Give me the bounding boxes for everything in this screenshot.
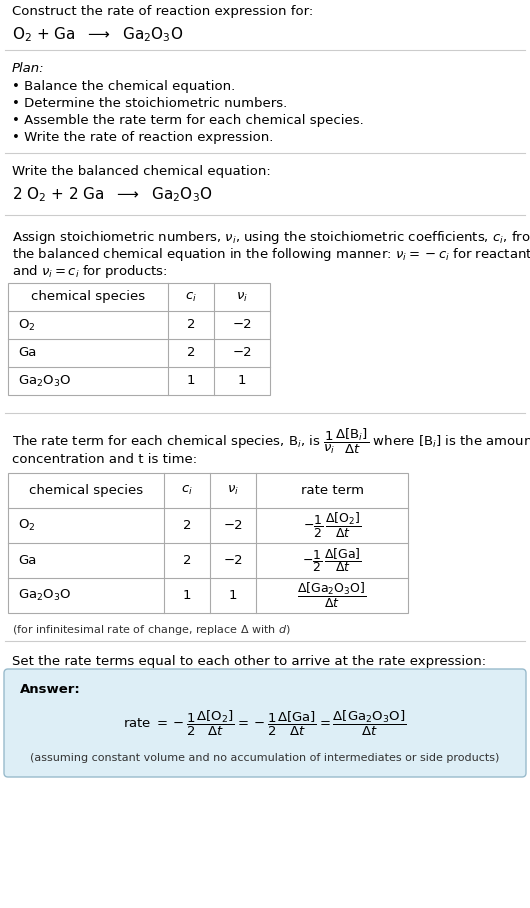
Text: 1: 1 (238, 374, 246, 388)
Text: $c_i$: $c_i$ (181, 484, 193, 497)
Text: Assign stoichiometric numbers, $\nu_i$, using the stoichiometric coefficients, $: Assign stoichiometric numbers, $\nu_i$, … (12, 229, 530, 246)
Text: Plan:: Plan: (12, 62, 45, 75)
Text: rate $= -\dfrac{1}{2}\dfrac{\Delta[\mathrm{O_2}]}{\Delta t} = -\dfrac{1}{2}\dfra: rate $= -\dfrac{1}{2}\dfrac{\Delta[\math… (123, 708, 407, 737)
Text: $\mathrm{O_2}$ + Ga  $\longrightarrow$  $\mathrm{Ga_2O_3O}$: $\mathrm{O_2}$ + Ga $\longrightarrow$ $\… (12, 25, 183, 44)
Text: 2 $\mathrm{O_2}$ + 2 Ga  $\longrightarrow$  $\mathrm{Ga_2O_3O}$: 2 $\mathrm{O_2}$ + 2 Ga $\longrightarrow… (12, 185, 213, 203)
Text: and $\nu_i = c_i$ for products:: and $\nu_i = c_i$ for products: (12, 263, 167, 280)
Text: Construct the rate of reaction expression for:: Construct the rate of reaction expressio… (12, 5, 313, 18)
Text: rate term: rate term (301, 484, 364, 497)
Text: Ga: Ga (18, 554, 37, 567)
Text: $\mathrm{Ga_2O_3O}$: $\mathrm{Ga_2O_3O}$ (18, 373, 72, 389)
Text: $\mathrm{O_2}$: $\mathrm{O_2}$ (18, 518, 36, 533)
Text: −2: −2 (223, 519, 243, 532)
Text: 2: 2 (183, 519, 191, 532)
Text: concentration and t is time:: concentration and t is time: (12, 453, 197, 466)
Text: the balanced chemical equation in the following manner: $\nu_i = -c_i$ for react: the balanced chemical equation in the fo… (12, 246, 530, 263)
Text: −2: −2 (232, 347, 252, 360)
FancyBboxPatch shape (4, 669, 526, 777)
Text: 1: 1 (183, 589, 191, 602)
Text: • Balance the chemical equation.: • Balance the chemical equation. (12, 80, 235, 93)
Text: 1: 1 (187, 374, 195, 388)
Text: The rate term for each chemical species, B$_i$, is $\dfrac{1}{\nu_i}\dfrac{\Delt: The rate term for each chemical species,… (12, 427, 530, 457)
Text: 2: 2 (187, 319, 195, 331)
Text: • Assemble the rate term for each chemical species.: • Assemble the rate term for each chemic… (12, 114, 364, 127)
Text: chemical species: chemical species (31, 291, 145, 303)
Text: (for infinitesimal rate of change, replace $\Delta$ with $d$): (for infinitesimal rate of change, repla… (12, 623, 291, 637)
Text: $\nu_i$: $\nu_i$ (236, 291, 248, 303)
Text: $\dfrac{\Delta[\mathrm{Ga_2O_3O}]}{\Delta t}$: $\dfrac{\Delta[\mathrm{Ga_2O_3O}]}{\Delt… (297, 581, 367, 610)
Text: • Determine the stoichiometric numbers.: • Determine the stoichiometric numbers. (12, 97, 287, 110)
Text: 2: 2 (187, 347, 195, 360)
Text: −2: −2 (232, 319, 252, 331)
Text: $\mathrm{O_2}$: $\mathrm{O_2}$ (18, 318, 36, 332)
Text: $\nu_i$: $\nu_i$ (227, 484, 239, 497)
Text: Answer:: Answer: (20, 683, 81, 696)
Text: chemical species: chemical species (29, 484, 143, 497)
Bar (8, 473, 408, 613)
Text: $c_i$: $c_i$ (185, 291, 197, 303)
Bar (8, 283, 270, 395)
Text: Ga: Ga (18, 347, 37, 360)
Text: Write the balanced chemical equation:: Write the balanced chemical equation: (12, 165, 271, 178)
Text: $-\dfrac{1}{2}\,\dfrac{\Delta[\mathrm{O_2}]}{\Delta t}$: $-\dfrac{1}{2}\,\dfrac{\Delta[\mathrm{O_… (303, 511, 361, 540)
Text: Set the rate terms equal to each other to arrive at the rate expression:: Set the rate terms equal to each other t… (12, 655, 486, 668)
Text: $-\dfrac{1}{2}\,\dfrac{\Delta[\mathrm{Ga}]}{\Delta t}$: $-\dfrac{1}{2}\,\dfrac{\Delta[\mathrm{Ga… (302, 547, 362, 575)
Text: −2: −2 (223, 554, 243, 567)
Text: • Write the rate of reaction expression.: • Write the rate of reaction expression. (12, 131, 273, 144)
Text: (assuming constant volume and no accumulation of intermediates or side products): (assuming constant volume and no accumul… (30, 753, 500, 763)
Text: 2: 2 (183, 554, 191, 567)
Text: $\mathrm{Ga_2O_3O}$: $\mathrm{Ga_2O_3O}$ (18, 588, 72, 603)
Text: 1: 1 (229, 589, 237, 602)
